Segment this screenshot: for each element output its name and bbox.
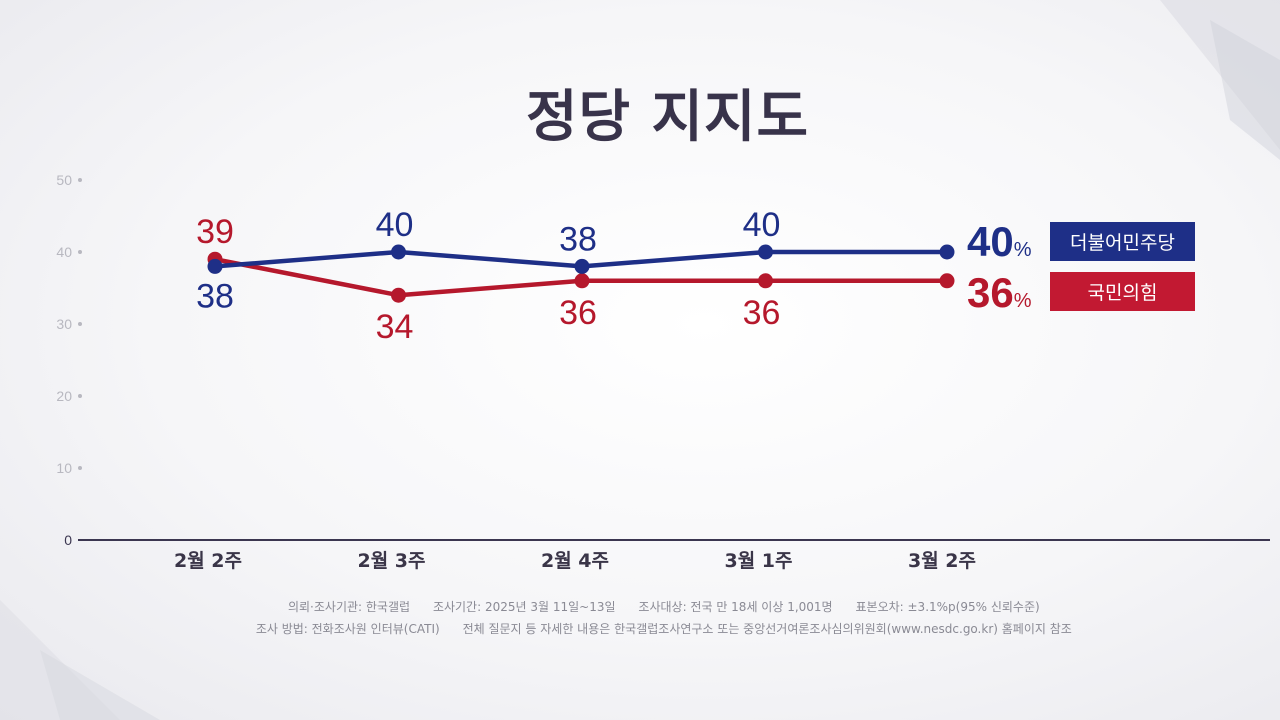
data-label-ppp: 36 [559, 294, 597, 332]
source-period: 조사기간: 2025년 3월 11일~13일 [432, 600, 616, 614]
data-label-dp: 40 [376, 206, 414, 244]
unit-label: % [1014, 239, 1032, 261]
data-point-ppp [939, 273, 955, 289]
y-tick-label: 20 [56, 388, 72, 404]
source-sample: 조사대상: 전국 만 18세 이상 1,001명 [638, 600, 833, 614]
source-sponsor: 의뢰·조사기관: 한국갤럽 [287, 600, 411, 614]
final-value-ppp: 36% [967, 269, 1032, 316]
x-tick-label: 2월 3주 [357, 550, 425, 572]
y-tick-label: 0 [64, 532, 72, 548]
data-label-dp: 38 [559, 220, 597, 258]
data-point-dp [939, 244, 955, 260]
data-point-dp [758, 244, 773, 260]
data-label-ppp: 34 [376, 308, 414, 346]
x-tick-label: 3월 2주 [908, 550, 976, 572]
y-tick-label: 10 [56, 460, 72, 476]
y-tick-label: 50 [56, 172, 72, 188]
source-line-2: 조사 방법: 전화조사원 인터뷰(CATI) 전체 질문지 등 자세한 내용은 … [0, 606, 1280, 637]
y-tick-label: 40 [56, 244, 72, 260]
data-label-ppp: 36 [743, 294, 781, 332]
data-point-ppp [574, 273, 590, 289]
data-point-ppp [391, 287, 406, 303]
data-label-dp: 40 [743, 206, 781, 244]
data-point-dp [574, 258, 590, 274]
y-tick-dot [78, 466, 82, 470]
x-tick-label: 2월 2주 [174, 550, 242, 572]
y-tick-dot [78, 250, 82, 254]
data-label-ppp: 39 [196, 213, 234, 251]
legend-item-dp: 더불어민주당 [1050, 222, 1195, 261]
x-tick-label: 2월 4주 [541, 550, 609, 572]
y-tick-dot [78, 322, 82, 326]
y-tick-label: 30 [56, 316, 72, 332]
y-tick-dot [78, 178, 82, 182]
data-point-ppp [758, 273, 773, 289]
data-point-dp [207, 258, 223, 274]
source-line-1: 의뢰·조사기관: 한국갤럽 조사기간: 2025년 3월 11일~13일 조사대… [0, 584, 1280, 615]
source-note: 전체 질문지 등 자세한 내용은 한국갤럽조사연구소 또는 중앙선거여론조사심의… [462, 622, 1072, 636]
y-tick-dot [78, 394, 82, 398]
data-label-dp: 38 [196, 277, 234, 315]
source-error: 표본오차: ±3.1%p(95% 신뢰수준) [855, 600, 1040, 614]
final-value-dp: 40% [967, 218, 1032, 265]
source-method: 조사 방법: 전화조사원 인터뷰(CATI) [255, 622, 440, 636]
data-point-dp [391, 244, 406, 260]
legend-item-ppp: 국민의힘 [1050, 272, 1195, 311]
unit-label: % [1014, 290, 1032, 312]
page-title: 정당 지지도 [525, 85, 810, 150]
x-tick-label: 3월 1주 [724, 550, 792, 572]
